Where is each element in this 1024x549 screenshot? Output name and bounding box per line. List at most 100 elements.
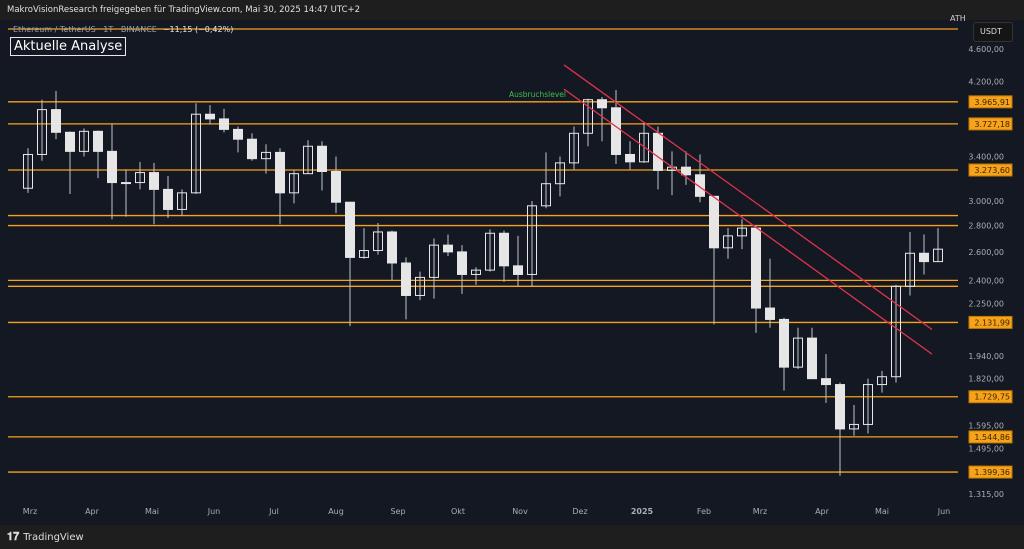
y-tick-label: 2.600,00 [968, 248, 1004, 257]
y-tick-label: 1.595,00 [968, 422, 1004, 431]
x-tick-label: Mai [145, 507, 159, 516]
level-price-badge [968, 95, 1013, 109]
candle-body [233, 128, 243, 140]
x-tick-label: Jun [207, 507, 221, 516]
price-change: −11,15 (−0,42%) [162, 25, 234, 34]
x-tick-label: Aug [328, 507, 344, 516]
candle-body [373, 231, 383, 252]
candle-body [681, 166, 691, 176]
x-tick-label: Apr [815, 507, 830, 516]
y-tick-label: 1.495,00 [968, 445, 1004, 454]
candle-body [527, 205, 537, 275]
x-tick-label: 2025 [631, 507, 654, 516]
level-price-label: 1.544,86 [974, 433, 1010, 442]
ausbruchslevel-label: Ausbruchslevel [509, 90, 566, 99]
candle-body [849, 423, 859, 430]
y-tick-label: 2.800,00 [968, 222, 1004, 231]
candle-body [303, 145, 313, 175]
candle-body [429, 244, 439, 278]
chart-area[interactable]: 4.600,00 4.200,00 3.400,00 3.000,00 2.800,00… [0, 20, 1024, 525]
candle-body [415, 276, 425, 296]
y-tick-label: 3.000,00 [968, 197, 1004, 206]
candle-body [555, 162, 565, 185]
level-price-label: 1.399,36 [974, 468, 1010, 477]
candle-body [471, 269, 481, 275]
tradingview-footer[interactable]: 𝟏𝟕 TradingView [7, 530, 84, 544]
candle-body [695, 174, 705, 197]
brand-name: TradingView [23, 532, 84, 543]
candle-body [863, 384, 873, 425]
candle-body [205, 113, 215, 120]
x-tick-label: Mrz [753, 507, 767, 516]
y-tick-label: 1.315,00 [968, 490, 1004, 499]
downtrend-line [563, 88, 933, 355]
candle-body [835, 384, 845, 430]
x-tick-label: Jul [268, 507, 279, 516]
candle-body [345, 201, 355, 258]
candle-body [37, 109, 47, 155]
candle-body [723, 235, 733, 249]
currency-button[interactable]: USDT [973, 22, 1013, 42]
y-tick-label: 1.940,00 [968, 352, 1004, 361]
candle-body [191, 113, 201, 194]
candle-body [625, 153, 635, 163]
analysis-title: Aktuelle Analyse [10, 37, 127, 56]
candle-body [821, 378, 831, 386]
candle-body [177, 192, 187, 210]
x-tick-label: Mai [875, 507, 889, 516]
candle-body [457, 251, 467, 275]
candle-body [23, 153, 33, 189]
candle-body [807, 337, 817, 380]
candle-body [51, 109, 61, 133]
candle-body [513, 265, 523, 275]
candle-body [611, 107, 621, 155]
y-tick-label: 3.400,00 [968, 153, 1004, 162]
level-price-badge [968, 117, 1013, 131]
candle-body [877, 376, 887, 386]
level-price-label: 3.727,18 [974, 120, 1010, 129]
candle-body [163, 188, 173, 210]
candle-body [65, 131, 75, 152]
candle-body [401, 262, 411, 296]
y-tick-label: 2.400,00 [968, 276, 1004, 285]
candle-body [485, 232, 495, 271]
candle-body [275, 151, 285, 194]
y-tick-label: 2.250,00 [968, 299, 1004, 308]
level-price-badge [968, 465, 1013, 479]
level-price-label: 3.273,60 [974, 166, 1010, 175]
symbol-name: Ethereum / TetherUS · 1T · BINANCE [13, 25, 157, 34]
candle-body [247, 138, 257, 160]
candle-body [93, 130, 103, 152]
x-tick-label: Sep [390, 507, 405, 516]
candle-body [709, 195, 719, 249]
y-tick-label: 4.200,00 [968, 77, 1004, 86]
candle-body [793, 337, 803, 368]
candle-body [79, 130, 89, 152]
candle-body [149, 172, 159, 190]
price-chart[interactable]: 4.600,00 4.200,00 3.400,00 3.000,00 2.800,00… [0, 20, 1024, 525]
candle-body [765, 307, 775, 320]
level-price-badge [968, 390, 1013, 404]
level-price-label: 2.131,99 [974, 318, 1010, 327]
candle-body [317, 145, 327, 172]
candle-body [261, 151, 271, 160]
candle-body [905, 252, 915, 287]
candle-body [933, 248, 943, 263]
candle-body [541, 183, 551, 207]
candle-body [331, 170, 341, 203]
level-price-label: 1.729,75 [974, 393, 1010, 402]
candle-body [751, 227, 761, 309]
candle-body [499, 232, 509, 267]
x-tick-label: Mrz [23, 507, 37, 516]
candle-body [121, 182, 131, 185]
candle-body [387, 231, 397, 264]
ath-label: ATH [950, 14, 966, 23]
y-tick-label: 1.820,00 [968, 375, 1004, 384]
x-tick-label: Nov [512, 507, 528, 516]
candle-body [107, 150, 117, 184]
candle-body [597, 99, 607, 109]
candle-body [219, 118, 229, 130]
candle-body [737, 227, 747, 237]
candle-body [289, 173, 299, 194]
x-tick-label: Apr [85, 507, 100, 516]
